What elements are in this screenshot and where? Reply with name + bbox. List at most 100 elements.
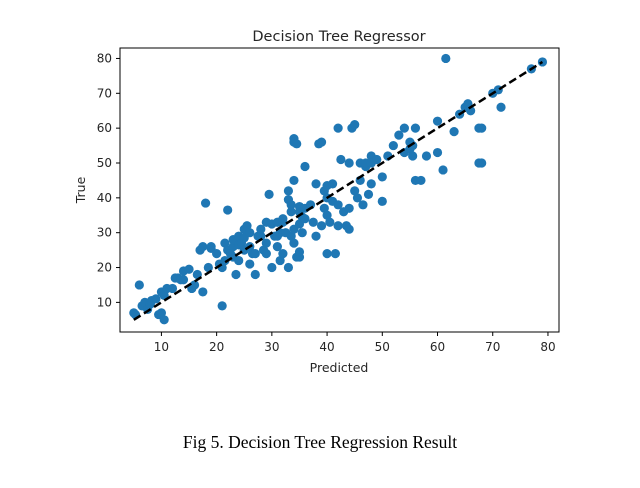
data-point (189, 280, 200, 290)
data-point (134, 280, 144, 290)
data-point (275, 255, 285, 266)
data-point (256, 231, 266, 241)
data-point (308, 217, 318, 227)
x-axis-label: Predicted (310, 360, 369, 375)
data-point (198, 242, 208, 252)
data-point (231, 269, 241, 280)
data-point (316, 221, 327, 231)
scatter-points (129, 53, 548, 325)
data-point (278, 214, 288, 224)
data-point (496, 102, 506, 112)
data-point (245, 259, 255, 269)
data-point (416, 175, 426, 186)
data-point (256, 224, 266, 234)
data-point (421, 151, 432, 161)
data-point (363, 189, 374, 199)
chart-title: Decision Tree Regressor (252, 29, 425, 45)
y-tick-label: 30 (97, 226, 112, 240)
x-tick-label: 60 (430, 340, 445, 354)
data-point (333, 200, 343, 210)
figure-caption: Fig 5. Decision Tree Regression Result (182, 432, 458, 452)
data-point (178, 275, 189, 285)
data-point (206, 242, 216, 252)
data-point (441, 53, 451, 64)
x-tick-label: 10 (154, 340, 169, 354)
data-point (432, 147, 443, 158)
data-point (344, 158, 354, 168)
data-point (322, 210, 332, 220)
data-point (474, 158, 484, 168)
data-point (167, 283, 178, 294)
data-point (333, 123, 343, 133)
data-point (316, 137, 327, 147)
data-point (286, 207, 296, 217)
data-point (250, 269, 260, 280)
data-point (352, 193, 363, 203)
data-point (325, 217, 335, 227)
data-point (217, 301, 227, 311)
data-point (350, 186, 360, 196)
data-point (261, 238, 271, 248)
data-point (212, 249, 222, 259)
x-tick-label: 80 (540, 340, 555, 354)
data-point (377, 172, 387, 182)
data-point (372, 154, 382, 165)
data-point (242, 221, 252, 231)
data-point (463, 99, 473, 109)
data-point (319, 203, 329, 213)
data-point (399, 123, 409, 133)
data-point (366, 179, 376, 189)
data-point (198, 287, 208, 297)
data-point (377, 196, 387, 206)
data-point (234, 255, 244, 266)
data-point (350, 120, 360, 130)
data-point (156, 308, 167, 318)
data-point (474, 123, 484, 133)
y-tick-label: 40 (97, 191, 112, 205)
data-point (278, 249, 288, 259)
data-point (203, 262, 213, 273)
y-axis: 10 20 30 40 50 60 70 80 (97, 51, 120, 309)
data-point (466, 106, 476, 116)
x-tick-label: 30 (264, 340, 279, 354)
data-point (328, 179, 338, 189)
data-point (333, 221, 343, 231)
data-point (283, 262, 294, 273)
data-point (344, 203, 354, 213)
x-axis: 10 20 30 40 50 60 70 80 (154, 332, 556, 354)
data-point (289, 238, 299, 248)
data-point (267, 262, 277, 273)
data-point (272, 242, 282, 252)
x-tick-label: 20 (209, 340, 224, 354)
reference-line (133, 60, 544, 321)
data-point (311, 231, 321, 241)
data-point (250, 249, 260, 259)
data-point (297, 228, 307, 238)
y-tick-label: 20 (97, 261, 112, 275)
data-point (200, 198, 211, 208)
y-tick-label: 70 (97, 86, 112, 100)
data-point (311, 179, 321, 189)
data-point (408, 151, 418, 161)
data-point (300, 161, 310, 172)
data-point (432, 116, 443, 126)
data-point (220, 255, 230, 266)
data-point (358, 200, 368, 210)
data-point (410, 123, 421, 133)
data-point (184, 264, 194, 274)
data-point (344, 224, 354, 234)
data-point (292, 139, 302, 149)
data-point (449, 127, 459, 137)
data-point (294, 247, 305, 257)
data-point (264, 189, 274, 199)
data-point (289, 175, 299, 186)
data-point (330, 249, 340, 259)
y-tick-label: 60 (97, 121, 112, 135)
y-tick-label: 80 (97, 51, 112, 65)
x-tick-label: 50 (375, 340, 390, 354)
data-point (300, 214, 310, 224)
y-tick-label: 10 (97, 295, 112, 309)
data-point (438, 165, 448, 175)
data-point (151, 294, 161, 304)
